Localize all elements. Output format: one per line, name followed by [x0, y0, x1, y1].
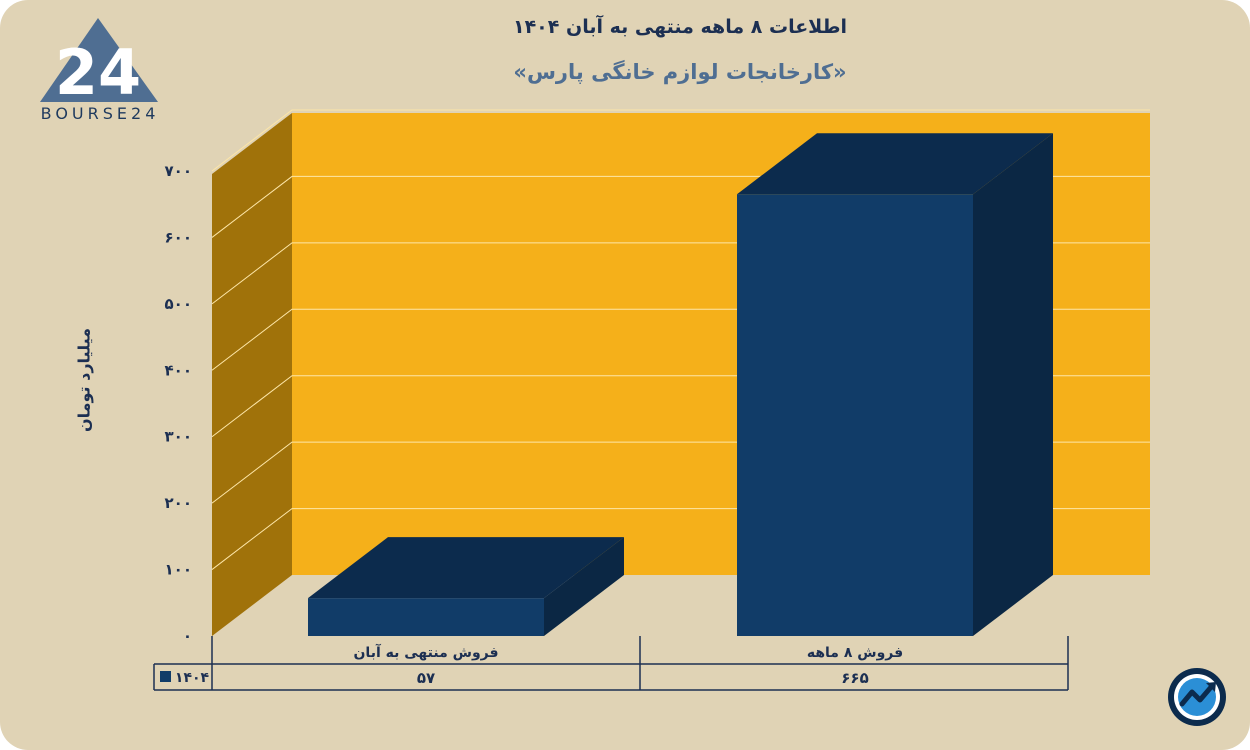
y-tick-label: ۳۰۰ [165, 428, 192, 446]
bar-side [973, 133, 1053, 636]
logo-mark: 24 [55, 36, 141, 109]
y-tick-label: ۶۰۰ [165, 228, 192, 246]
category-label: فروش منتهی به آبان [353, 643, 498, 661]
bar-front [308, 598, 544, 636]
trend-arrow-icon[interactable] [1166, 666, 1228, 728]
bar [308, 537, 624, 636]
y-tick-label: ۵۰۰ [165, 295, 192, 313]
y-tick-label: ۴۰۰ [165, 361, 192, 379]
bar-top [308, 537, 624, 599]
data-value-label: ۵۷ [417, 669, 435, 687]
plot-side-wall [212, 113, 292, 636]
bar [737, 133, 1053, 636]
bar-top [737, 133, 1053, 195]
bar-side [544, 537, 624, 636]
legend-label: ۱۴۰۴ [175, 670, 210, 686]
data-value-label: ۶۶۵ [841, 669, 868, 687]
bar-front [737, 194, 973, 636]
bourse24-logo-icon: 24 [40, 18, 158, 109]
legend-swatch [160, 671, 171, 682]
y-tick-label: ۰ [183, 627, 192, 645]
gridline [211, 109, 1150, 172]
chart-title: اطلاعات ۸ ماهه منتهی به آبان ۱۴۰۴ [512, 16, 848, 38]
y-tick-label: ۷۰۰ [165, 162, 192, 180]
logo-text: BOURSE24 [40, 104, 160, 123]
y-tick-label: ۱۰۰ [165, 561, 192, 579]
chart-subtitle: «کارخانجات لوازم خانگی پارس» [513, 60, 847, 84]
category-label: فروش ۸ ماهه [807, 645, 903, 661]
y-tick-label: ۲۰۰ [165, 494, 192, 512]
